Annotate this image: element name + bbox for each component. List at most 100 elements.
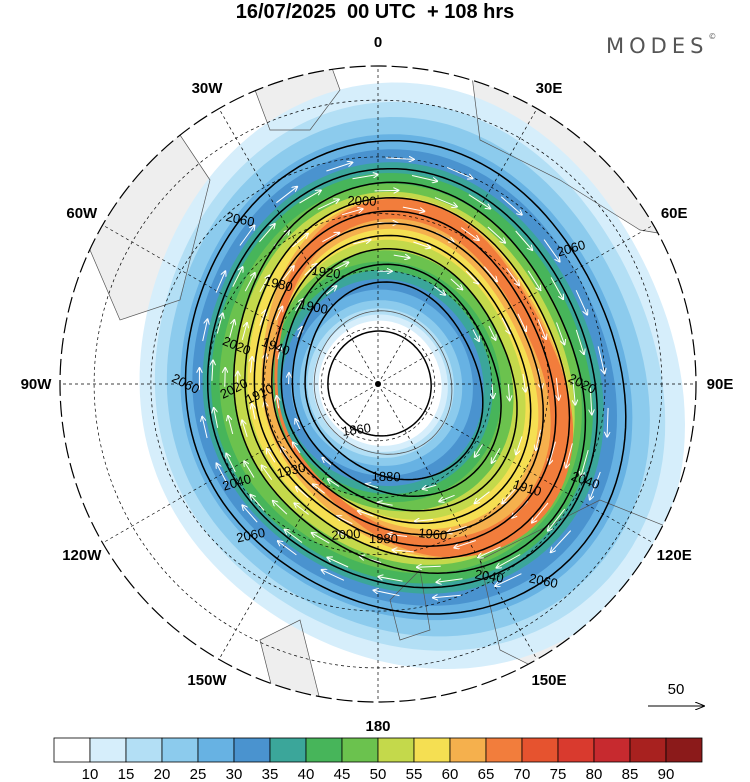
wind-vector (215, 271, 225, 293)
wind-vector (556, 322, 565, 345)
wind-vector (202, 319, 208, 342)
colorbar-tick-label: 10 (82, 766, 99, 782)
colorbar-tick-label: 65 (478, 766, 495, 782)
contour-label: 2040 (474, 566, 505, 585)
wind-vector (228, 320, 234, 339)
pole-marker (375, 381, 381, 387)
wind-vector (327, 558, 349, 568)
wind-vector (434, 197, 457, 207)
wind-vector (278, 347, 281, 360)
colorbar-swatch (557, 737, 595, 763)
contour-label: 1920 (311, 263, 342, 282)
contour-label: 1960 (418, 525, 448, 543)
wind-speed-band (261, 198, 572, 558)
contour-2020 (233, 181, 587, 574)
reference-vector-label: 50 (668, 681, 685, 698)
wind-vector (566, 443, 573, 467)
colorbar-tick-label: 50 (370, 766, 387, 782)
meridian-line (102, 224, 379, 385)
wind-vector (475, 491, 490, 504)
wind-vector (352, 175, 378, 180)
wind-vector (353, 240, 370, 245)
wind-vector (597, 346, 604, 373)
colorbar-tick-label: 90 (658, 766, 675, 782)
colorbar-tick-label: 70 (514, 766, 531, 782)
contour-label: 2000 (331, 526, 361, 543)
wind-vector (214, 408, 219, 428)
wind-vector (413, 241, 430, 248)
wind-vector (259, 275, 270, 292)
wind-vector (527, 270, 540, 290)
wind-vector (423, 484, 437, 489)
wind-vector (590, 471, 601, 500)
lon-label: 90W (21, 376, 53, 393)
colorbar-swatch (521, 737, 559, 763)
wind-vector (550, 277, 563, 299)
contour-1980 (253, 210, 557, 547)
wind-vector (488, 325, 496, 340)
wind-vector (575, 289, 587, 314)
wind-vector (548, 508, 566, 531)
longitude-labels: 0 30E 60E 90E 120E 150E 180 150W 120W 90W 60W 30W (21, 34, 734, 735)
meridian-line (377, 224, 654, 385)
wind-vector (312, 533, 330, 544)
wind-vector (607, 407, 608, 437)
wind-vector (537, 319, 546, 339)
colorbar-swatch (233, 737, 271, 763)
wind-vector (517, 313, 526, 331)
meridian-line (377, 108, 538, 385)
contour-label: 2060 (235, 525, 266, 546)
colorbar-swatch (125, 737, 163, 763)
wind-vector (277, 396, 279, 409)
meridian-line (218, 108, 379, 385)
wind-vector (374, 590, 400, 597)
wind-vector (415, 520, 433, 522)
meridian-line (377, 383, 654, 544)
wind-vector (492, 447, 501, 463)
wind-vector (326, 163, 352, 172)
contour-label: 1880 (371, 469, 400, 485)
wind-vector (508, 384, 509, 400)
contour-2000 (244, 197, 571, 560)
lon-label: 30W (192, 80, 224, 97)
contour-1920 (280, 248, 518, 512)
wind-vectors (199, 158, 608, 598)
wind-vector (483, 266, 497, 282)
wind-vector (304, 264, 317, 276)
colorbar-tick-label: 55 (406, 766, 423, 782)
contour-1860 (327, 330, 432, 437)
wind-vector (259, 310, 266, 326)
wind-vector (536, 429, 542, 450)
brand-logo: MODES© (606, 32, 716, 58)
colorbar-swatch (449, 737, 487, 763)
wind-vector (487, 226, 505, 243)
colorbar-tick-label: 30 (226, 766, 243, 782)
colorbar-swatch (665, 737, 703, 763)
lon-label: 120W (62, 547, 102, 564)
wind-vector (374, 190, 399, 191)
wind-vector (328, 479, 340, 487)
wind-vector (244, 461, 255, 478)
wind-vector (543, 239, 560, 262)
wind-vector (393, 255, 410, 258)
antarctica-coast (313, 310, 453, 455)
map-border (59, 65, 697, 703)
wind-vector (549, 441, 556, 464)
colorbar-swatch (413, 737, 451, 763)
wind-vector (228, 416, 234, 435)
colorbar-tick-label: 80 (586, 766, 603, 782)
coastline (479, 499, 696, 701)
wind-vector (296, 487, 309, 498)
wind-vector (292, 234, 308, 248)
wind-vector (446, 166, 472, 178)
wind-vector (497, 554, 521, 568)
wind-vector (515, 230, 533, 250)
colorbar-tick-label: 35 (262, 766, 279, 782)
colorbar-tick-label: 40 (298, 766, 315, 782)
wind-vector (358, 511, 374, 517)
wind-vector (388, 534, 408, 536)
wind-vector (433, 595, 461, 598)
colorbar-tick-label: 25 (190, 766, 207, 782)
